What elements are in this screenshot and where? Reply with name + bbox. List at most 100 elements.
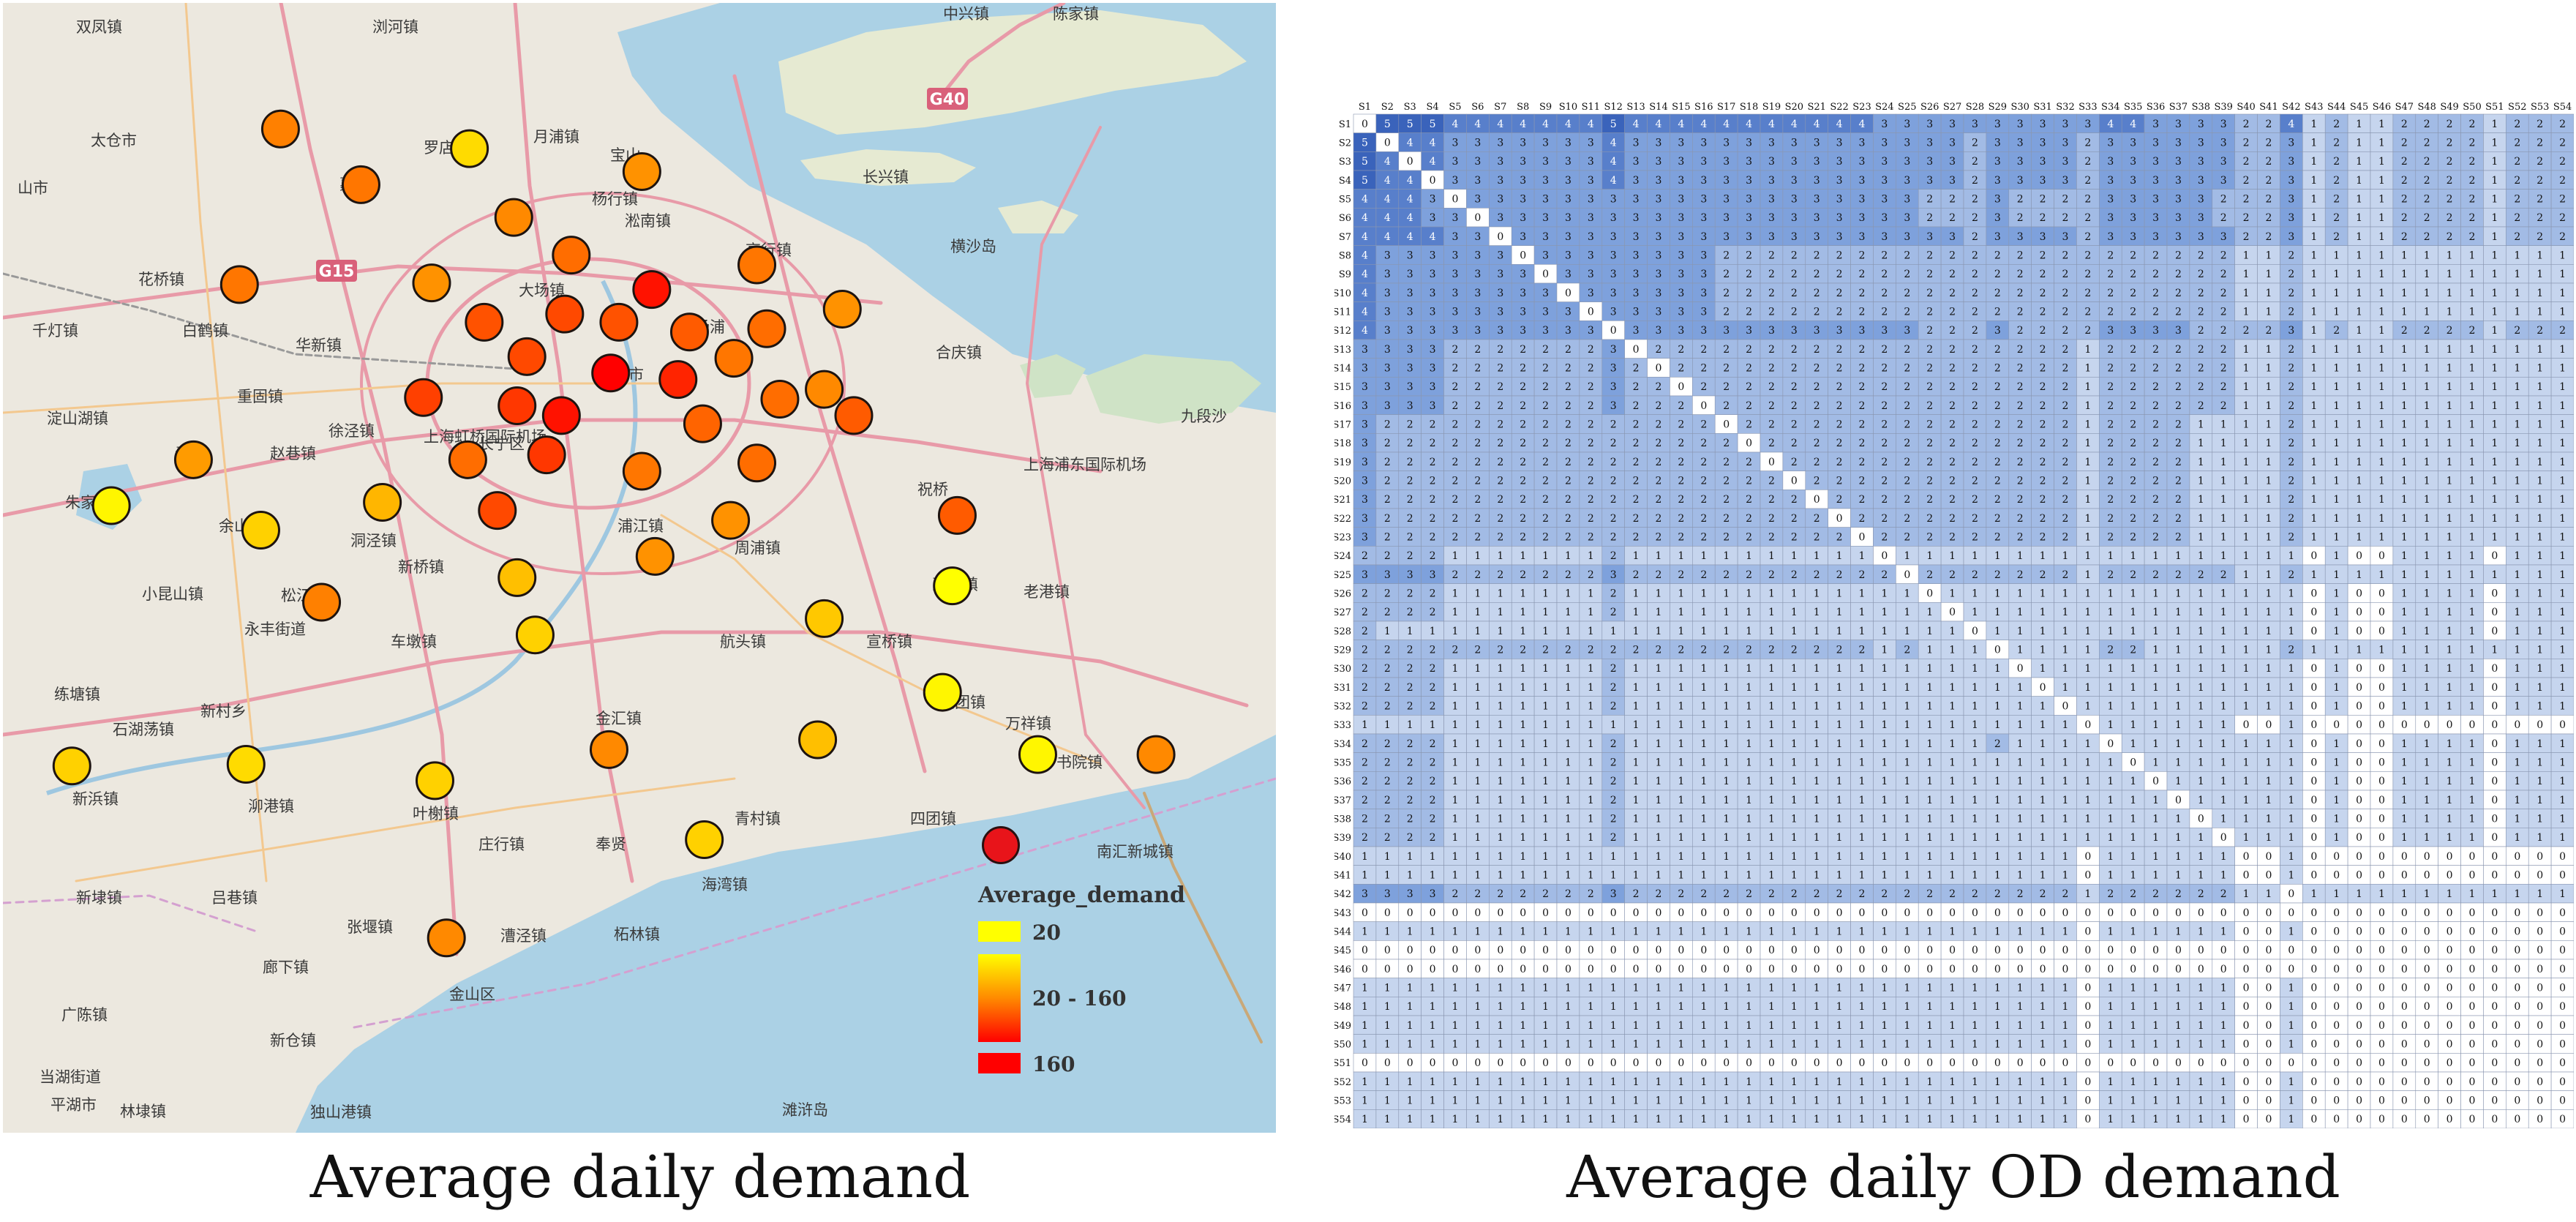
od-cell-value: 0 bbox=[2491, 701, 2498, 713]
od-cell-value: 1 bbox=[2266, 494, 2272, 506]
od-cell-value: 1 bbox=[2491, 569, 2498, 581]
od-cell-value: 1 bbox=[2559, 532, 2566, 544]
od-cell-value: 2 bbox=[1768, 438, 1775, 449]
od-cell-value: 2 bbox=[1610, 513, 1617, 525]
od-cell-value: 2 bbox=[1994, 513, 2001, 525]
shanghai-demand-map[interactable]: G15 G40 双凤镇浏河镇太仓市罗店镇月浦镇宝山嘉定杨行镇淞南镇花桥镇白鹤镇千… bbox=[3, 3, 1276, 1133]
od-cell-value: 1 bbox=[1452, 738, 1459, 750]
od-cell-value: 3 bbox=[2220, 231, 2227, 243]
od-cell bbox=[1489, 226, 1512, 246]
od-cell-value: 0 bbox=[2491, 663, 2498, 675]
od-cell-value: 0 bbox=[1926, 907, 1933, 919]
od-cell-value: 1 bbox=[2198, 926, 2204, 938]
od-cell-value: 2 bbox=[2130, 419, 2136, 431]
od-cell-value: 3 bbox=[1362, 569, 1368, 581]
od-cell-value: 1 bbox=[2401, 363, 2408, 375]
od-cell-value: 2 bbox=[1881, 269, 1888, 280]
od-cell-value: 2 bbox=[1949, 476, 1956, 487]
od-cell-value: 1 bbox=[1497, 663, 1503, 675]
od-cell-value: 1 bbox=[2175, 607, 2182, 618]
od-cell-value: 0 bbox=[1610, 907, 1617, 919]
od-cell-value: 1 bbox=[1723, 663, 1730, 675]
od-cell-value: 2 bbox=[2198, 363, 2204, 375]
place-label: 航头镇 bbox=[720, 633, 766, 651]
od-cell-value: 1 bbox=[2107, 701, 2114, 713]
place-label: 小昆山镇 bbox=[142, 585, 203, 603]
od-cell-value: 1 bbox=[1881, 870, 1888, 882]
od-cell-value: 4 bbox=[1384, 231, 1391, 243]
od-cell-value: 2 bbox=[1430, 682, 1436, 694]
od-cell-value: 3 bbox=[2152, 138, 2159, 149]
od-cell-value: 3 bbox=[1474, 269, 1481, 280]
od-cell-value: 1 bbox=[1656, 588, 1662, 600]
od-cell-value: 2 bbox=[1994, 494, 2001, 506]
od-cell-value: 3 bbox=[2175, 325, 2182, 337]
od-cell-value: 2 bbox=[1949, 325, 1956, 337]
od-cell-value: 2 bbox=[2107, 400, 2114, 412]
od-cell-value: 2 bbox=[2243, 119, 2250, 130]
od-cell-value: 1 bbox=[1881, 663, 1888, 675]
od-cell-value: 3 bbox=[2152, 119, 2159, 130]
od-cell-value: 2 bbox=[1542, 532, 1549, 544]
place-label: 柘林镇 bbox=[614, 926, 660, 943]
od-cell-value: 1 bbox=[1926, 682, 1933, 694]
od-cell-value: 0 bbox=[2491, 776, 2498, 787]
od-cell-value: 2 bbox=[2175, 457, 2182, 468]
od-cell-value: 3 bbox=[1452, 288, 1459, 299]
od-cell bbox=[2460, 113, 2484, 133]
od-cell-value: 3 bbox=[1452, 138, 1459, 149]
od-cell-value: 1 bbox=[1949, 719, 1956, 731]
od-cell-value: 3 bbox=[1904, 194, 1910, 206]
od-cell-value: 2 bbox=[2220, 250, 2227, 262]
od-cell-value: 1 bbox=[1633, 814, 1640, 825]
od-cell-value: 1 bbox=[1700, 795, 1707, 806]
od-cell-value: 1 bbox=[2017, 795, 2024, 806]
od-col-label: S24 bbox=[1875, 102, 1893, 113]
od-cell-value: 3 bbox=[1633, 288, 1640, 299]
od-cell-value: 1 bbox=[2152, 926, 2159, 938]
od-cell-value: 1 bbox=[1791, 588, 1798, 600]
od-cell-value: 1 bbox=[1452, 607, 1459, 618]
od-cell bbox=[1828, 189, 1851, 209]
station-marker bbox=[302, 582, 342, 622]
od-cell-value: 2 bbox=[1656, 569, 1662, 581]
od-cell-value: 3 bbox=[1407, 250, 1413, 262]
od-cell-value: 2 bbox=[2198, 344, 2204, 356]
od-cell-value: 2 bbox=[1746, 419, 1752, 431]
od-cell-value: 1 bbox=[1520, 851, 1526, 863]
od-cell-value: 3 bbox=[1407, 325, 1413, 337]
od-cell-value: 2 bbox=[2333, 119, 2340, 130]
od-cell-value: 1 bbox=[1520, 701, 1526, 713]
od-cell-value: 2 bbox=[2243, 138, 2250, 149]
station-marker bbox=[341, 165, 380, 204]
od-cell-value: 1 bbox=[1746, 701, 1752, 713]
od-cell-value: 2 bbox=[1633, 494, 1640, 506]
od-cell-value: 2 bbox=[2198, 307, 2204, 318]
od-cell-value: 3 bbox=[1994, 231, 2001, 243]
od-cell-value: 1 bbox=[2447, 814, 2453, 825]
place-label: 奉贤 bbox=[596, 836, 626, 853]
od-cell-value: 1 bbox=[1994, 757, 2001, 769]
od-cell-value: 1 bbox=[1994, 776, 2001, 787]
od-cell-value: 2 bbox=[1384, 607, 1391, 618]
od-cell-value: 1 bbox=[2084, 607, 2091, 618]
od-cell-value: 0 bbox=[2356, 776, 2362, 787]
od-cell-value: 1 bbox=[1994, 870, 2001, 882]
od-cell-value: 2 bbox=[1633, 888, 1640, 900]
od-cell-value: 3 bbox=[1452, 175, 1459, 187]
od-cell-value: 2 bbox=[1656, 457, 1662, 468]
od-cell-value: 2 bbox=[2288, 494, 2294, 506]
od-cell-value: 3 bbox=[2062, 119, 2069, 130]
od-row-label: S28 bbox=[1334, 626, 1351, 637]
od-row-label: S5 bbox=[1339, 195, 1351, 206]
od-cell-value: 2 bbox=[2107, 269, 2114, 280]
od-cell-value: 0 bbox=[1656, 363, 1662, 375]
od-cell-value: 1 bbox=[1656, 870, 1662, 882]
od-cell-value: 0 bbox=[2378, 832, 2385, 844]
od-cell-value: 2 bbox=[2084, 194, 2091, 206]
od-cell-value: 1 bbox=[2514, 888, 2520, 900]
od-cell-value: 3 bbox=[1881, 325, 1888, 337]
od-cell-value: 3 bbox=[1994, 325, 2001, 337]
od-cell bbox=[1940, 151, 1964, 171]
od-cell-value: 1 bbox=[2062, 663, 2069, 675]
